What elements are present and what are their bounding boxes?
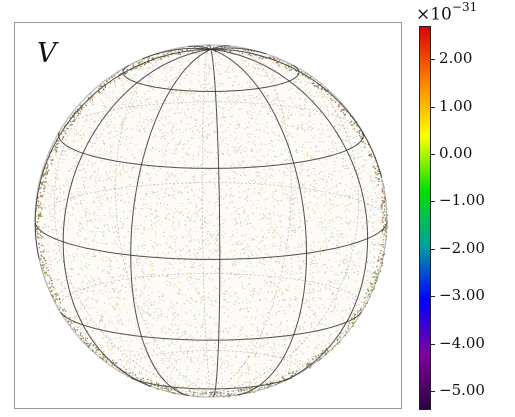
longitude-line (210, 48, 369, 382)
longitude-line-back (191, 392, 212, 397)
longitude-line-back (210, 46, 292, 394)
sphere-plot (34, 44, 389, 398)
longitude-line (210, 48, 383, 178)
sphere-points (35, 45, 389, 398)
longitude-line-back (115, 46, 212, 394)
longitude-line-back (210, 392, 235, 397)
panel-label: V (37, 38, 57, 69)
colorbar-tick (431, 106, 435, 108)
colorbar-tick-label: −4.00 (439, 333, 485, 352)
longitude-line (34, 48, 212, 259)
latitude-line (34, 220, 388, 260)
latitude-line-back (58, 273, 364, 311)
longitude-line (210, 48, 308, 396)
colorbar-tick (431, 296, 435, 298)
longitude-line (187, 45, 212, 50)
colorbar-tick-label: 1.00 (439, 96, 473, 115)
latitude-line (60, 311, 362, 341)
colorbar-tick (431, 391, 435, 393)
colorbar-tick-label: 2.00 (439, 49, 473, 68)
longitude-line-back (210, 55, 360, 394)
longitude-line-back (210, 183, 388, 394)
colorbar-tick (431, 59, 435, 61)
latitude-line-back (130, 52, 292, 65)
latitude-line-back (122, 350, 300, 377)
longitude-line (210, 45, 231, 50)
longitude-line-back (54, 60, 212, 394)
longitude-line (210, 49, 221, 398)
colorbar-tick-label: −2.00 (439, 238, 485, 257)
longitude-line-back (210, 392, 213, 398)
colorbar-tick (431, 343, 435, 345)
colorbar-tick (431, 201, 435, 203)
longitude-line-back (40, 264, 212, 394)
colorbar-tick-label: −1.00 (439, 191, 485, 210)
longitude-line (62, 48, 212, 387)
longitude-line (208, 44, 212, 50)
plot-frame (14, 22, 402, 409)
latitude-line-back (60, 101, 362, 131)
colorbar-tick (431, 154, 435, 155)
latitude-line (58, 131, 364, 169)
colorbar-tick (431, 248, 435, 250)
longitude-line (130, 48, 212, 396)
latitude-line-back (34, 182, 388, 222)
colorbar-tick-label: −5.00 (439, 381, 485, 400)
colorbar-tick-label: −3.00 (439, 286, 485, 305)
colorbar-tick-label: 0.00 (439, 144, 473, 162)
colorbar-multiplier: ×10−31 (416, 0, 478, 25)
colorbar (419, 26, 431, 410)
longitude-line-back (201, 44, 212, 393)
longitude-line (142, 47, 212, 60)
